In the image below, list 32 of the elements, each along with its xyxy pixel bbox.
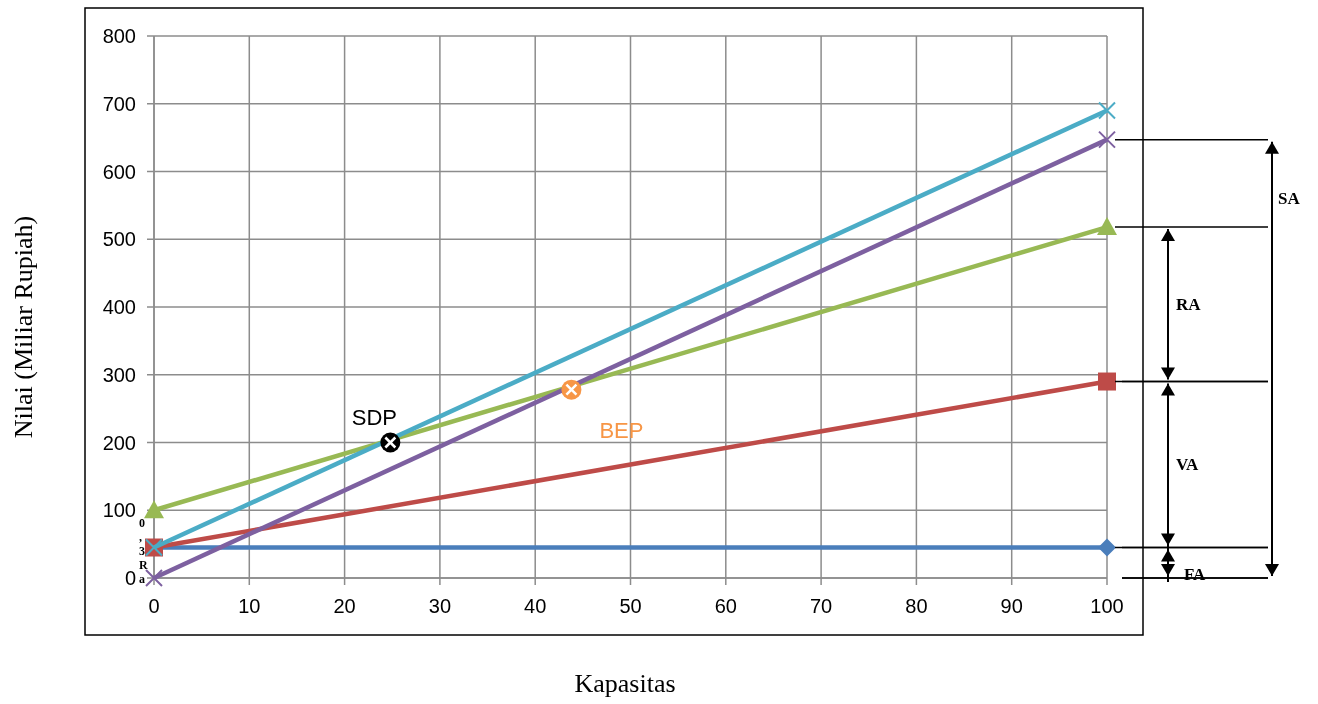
x-tick-label: 50	[619, 595, 642, 617]
y-tick-label: 300	[102, 363, 136, 386]
y-tick-label: 700	[102, 92, 136, 115]
x-tick-label: 0	[148, 595, 160, 617]
x-tick-label: 70	[809, 595, 833, 617]
y-tick-label: 500	[102, 228, 136, 251]
y-tick-label: 800	[102, 25, 136, 47]
y-tick-label: 0	[124, 567, 136, 589]
y-tick-label: 100	[102, 499, 136, 522]
text: SA	[1278, 188, 1301, 208]
x-axis-title: Kapasitas	[574, 669, 676, 698]
x-tick-label: 20	[333, 595, 356, 617]
x-tick-label: 80	[905, 595, 928, 617]
text: RA	[1176, 295, 1202, 315]
point	[1098, 538, 1116, 557]
text: VA	[1176, 455, 1200, 475]
point	[1098, 372, 1116, 391]
y-axis-title: Nilai (Miliar Rupiah)	[9, 215, 38, 439]
y-tick-label: 600	[102, 160, 136, 183]
x-tick-label: 30	[428, 595, 452, 617]
point	[1098, 101, 1116, 120]
text: 0,3 Ra	[139, 516, 148, 586]
x-tick-label: 100	[1090, 595, 1124, 617]
annotation: SDP	[351, 404, 397, 430]
x-tick-label: 90	[1000, 595, 1023, 617]
x-tick-label: 10	[238, 595, 261, 617]
y-tick-label: 200	[102, 431, 136, 454]
point	[145, 569, 163, 587]
point	[1098, 130, 1116, 149]
y-tick-label: 400	[102, 296, 136, 318]
x-tick-label: 40	[524, 595, 547, 617]
x-tick-label: 60	[714, 595, 737, 617]
